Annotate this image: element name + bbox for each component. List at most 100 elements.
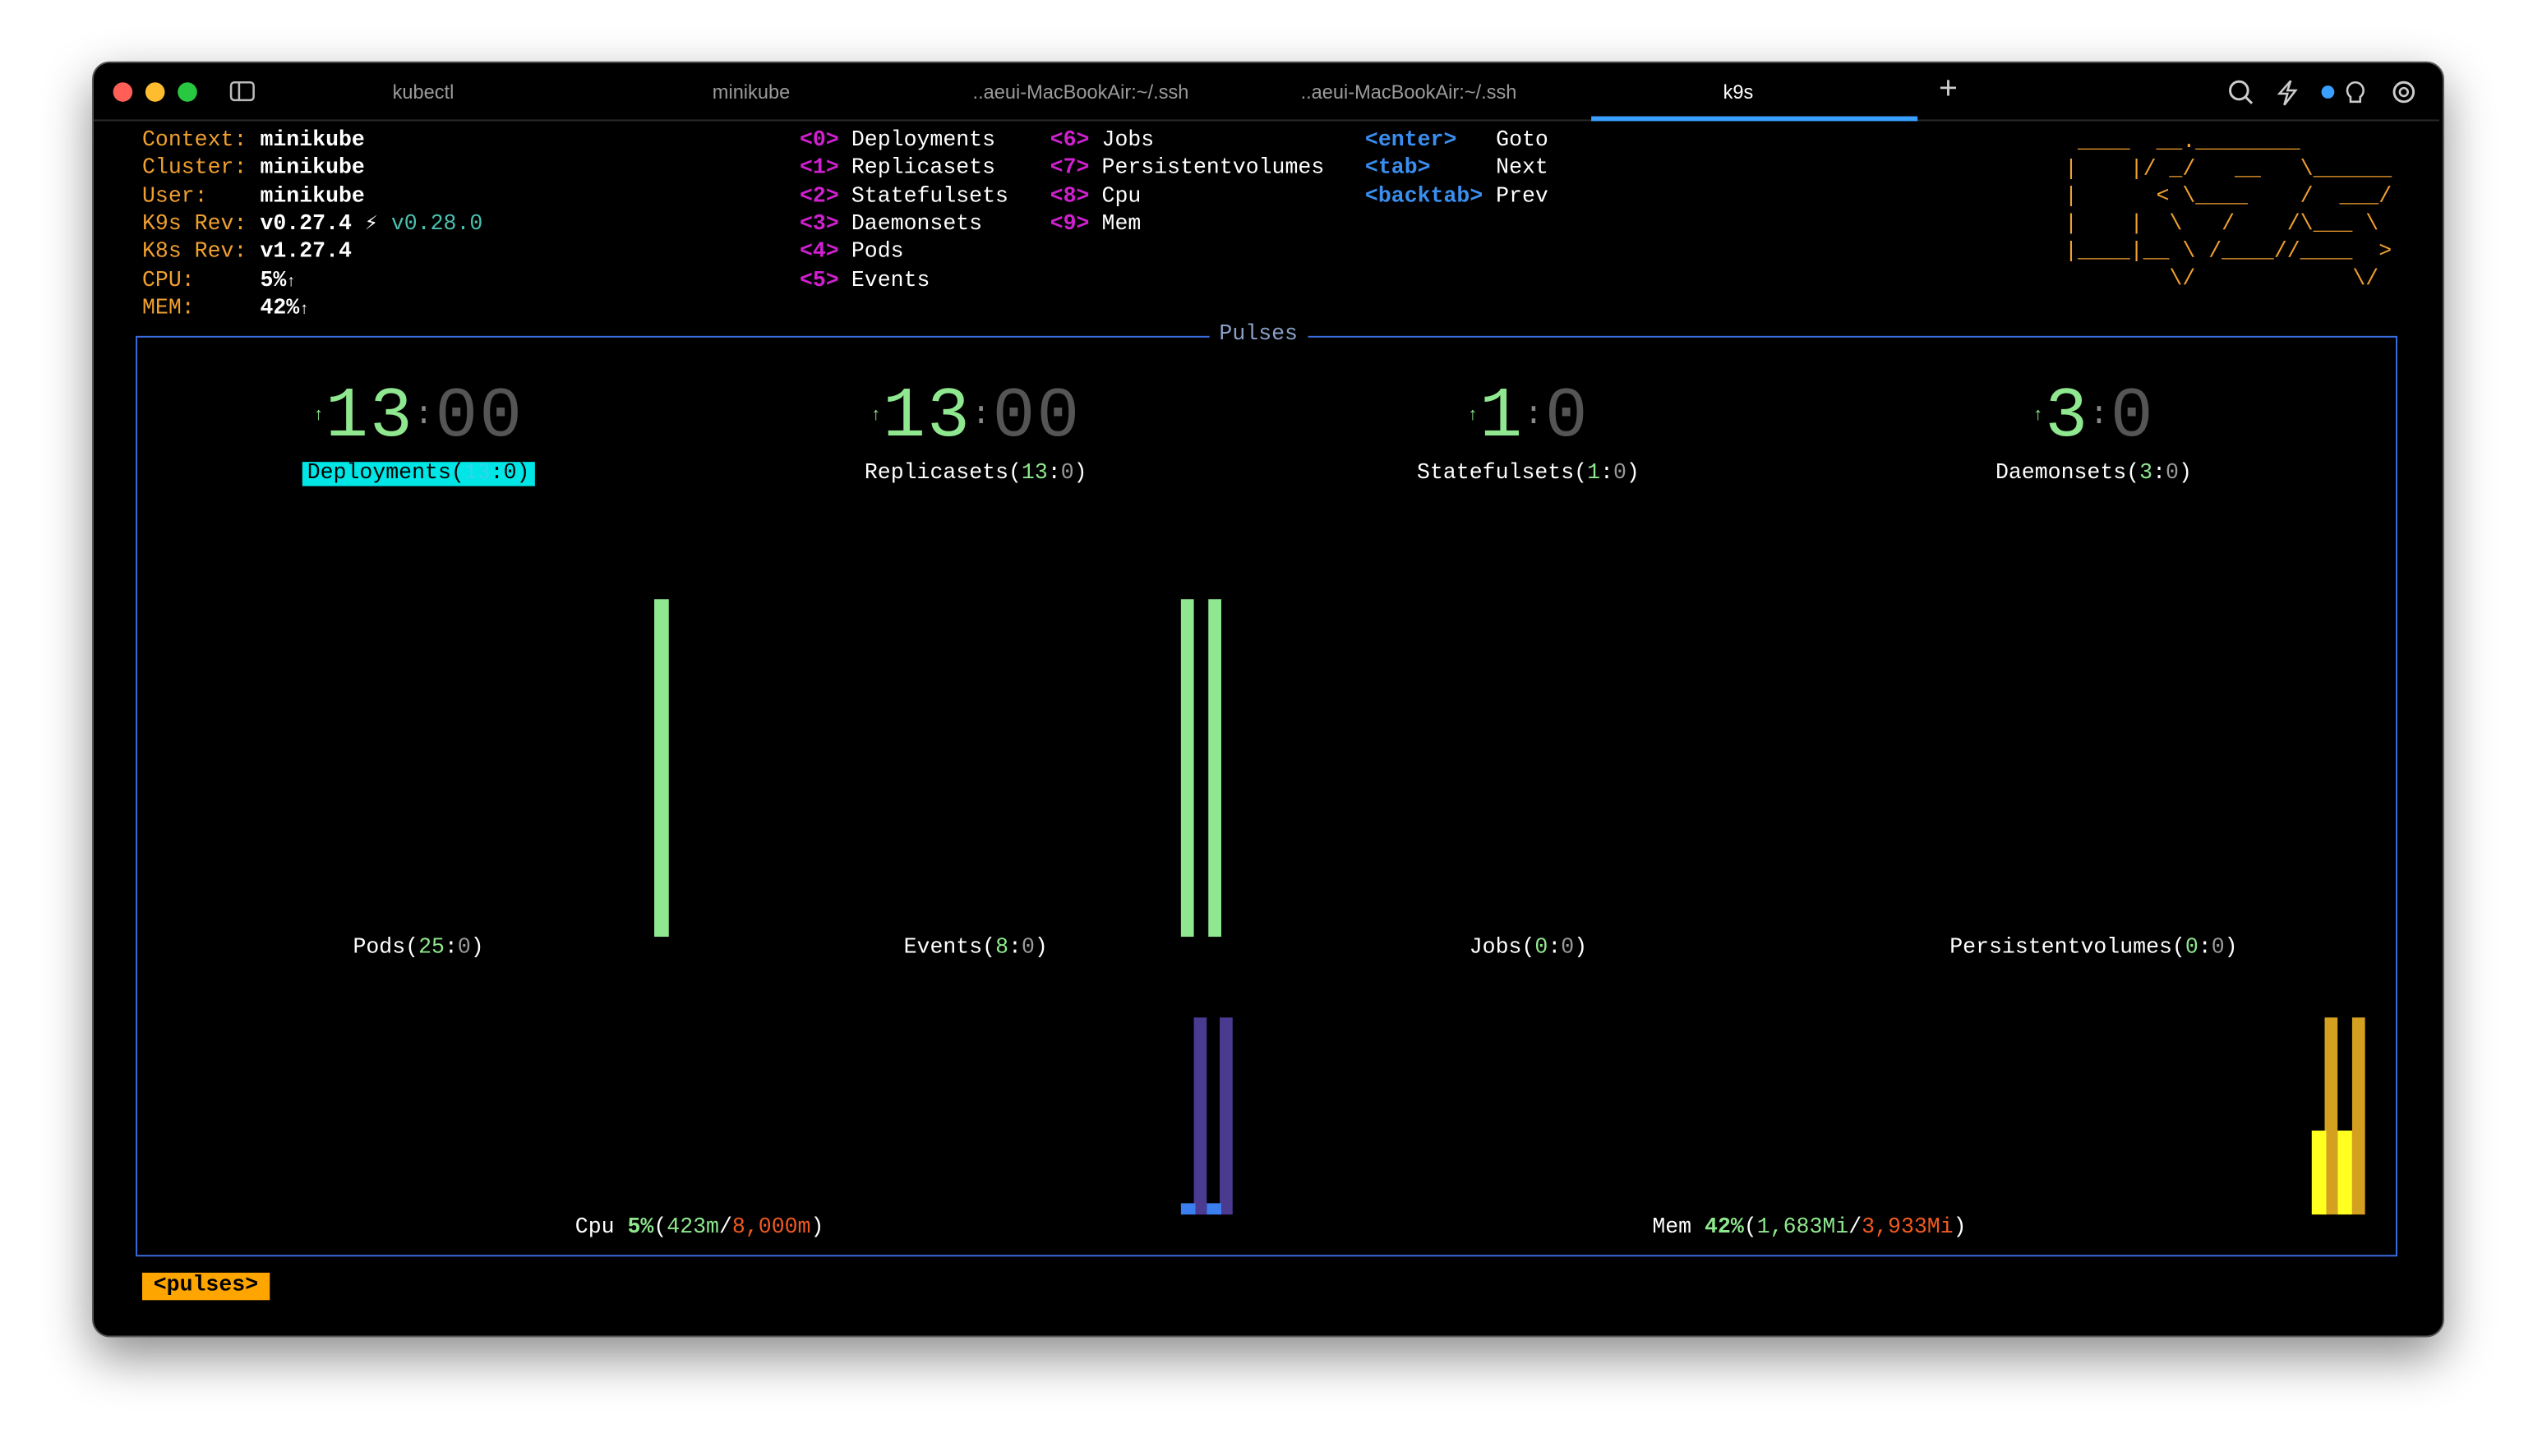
- label-part: :: [490, 462, 504, 486]
- label-part: 8,000m: [731, 1216, 811, 1241]
- label-part: :: [2198, 937, 2212, 961]
- panel-label: Cpu 5%(423m/8,000m): [575, 1216, 824, 1240]
- menu-item: Replicasets: [851, 157, 996, 182]
- mem-usage-bar: [2311, 1130, 2327, 1215]
- label-part: ): [810, 1216, 824, 1241]
- separator: :: [1524, 397, 1545, 435]
- menu-item: Daemonsets: [851, 213, 983, 237]
- separator: :: [2089, 397, 2111, 435]
- menu-item: Statefulsets: [851, 185, 1008, 210]
- info-label: K9s Rev:: [141, 213, 247, 237]
- logo-line: \/ \/: [2065, 268, 2392, 293]
- ok-count: 1: [1479, 377, 1525, 458]
- label-part: 0: [503, 462, 517, 486]
- label-part: 0: [1534, 937, 1548, 961]
- menu-key: <2>: [799, 185, 839, 210]
- fault-count: 0: [2110, 377, 2155, 458]
- label-part: ): [1626, 462, 1640, 486]
- menu-key: <3>: [799, 213, 839, 237]
- ok-count: 13: [325, 377, 414, 458]
- info-value: minikube: [260, 127, 364, 155]
- panel-label: Mem 42%(1,683Mi/3,933Mi): [1652, 1216, 1966, 1240]
- hotkey: <enter>: [1364, 129, 1457, 154]
- label-part: 25: [418, 937, 445, 961]
- hotkey: <backtab>: [1364, 185, 1483, 210]
- cpu-limit-bar: [1220, 1017, 1233, 1215]
- fault-count: 00: [992, 377, 1082, 458]
- label-part: Events(: [903, 937, 996, 961]
- menu-item: Jobs: [1101, 129, 1155, 154]
- menu-item: Mem: [1101, 213, 1142, 237]
- label-part: ): [470, 937, 484, 961]
- info-label: K8s Rev:: [141, 241, 247, 265]
- terminal-window: [92, 61, 2444, 1338]
- info-value: minikube: [260, 155, 364, 183]
- panel-label: Jobs(0:0): [1470, 937, 1587, 961]
- menu-key: <4>: [799, 241, 839, 265]
- fault-count: 00: [435, 377, 524, 458]
- label-part: 423m: [667, 1216, 719, 1241]
- hotkey-action: Next: [1496, 157, 1548, 182]
- label-part: Pods(: [353, 937, 419, 961]
- tab[interactable]: k9s: [1723, 81, 1754, 104]
- hotkey: <tab>: [1364, 157, 1431, 182]
- label-part: 3,933Mi: [1862, 1216, 1954, 1241]
- upgrade-icon: ⚡: [364, 213, 378, 237]
- info-value-text: 5%: [260, 269, 287, 293]
- label-part: 0: [1613, 462, 1626, 486]
- panel-label: Pods(25:0): [353, 937, 483, 961]
- events-bar: [1208, 599, 1221, 938]
- info-label: CPU:: [141, 269, 195, 293]
- info-label: MEM:: [141, 297, 195, 321]
- cpu-limit-bar: [1193, 1017, 1207, 1215]
- cpu-usage-bar: [1180, 1203, 1196, 1215]
- label-part: :: [2152, 462, 2166, 486]
- gauge-digits: ↑13:00: [313, 376, 524, 458]
- info-value-text: minikube: [260, 157, 365, 182]
- logo-line: | < \____ / ___/: [2065, 186, 2392, 210]
- new-tab-button[interactable]: +: [1939, 71, 1958, 107]
- trend-arrow: ↑: [870, 407, 884, 426]
- menu-key: <1>: [799, 157, 839, 182]
- label-part: ): [1953, 1216, 1967, 1241]
- label-part: 1: [1587, 462, 1601, 486]
- cpu-usage-bar: [1207, 1203, 1221, 1215]
- label-part: Cpu: [574, 1216, 628, 1241]
- label-part: Replicasets(: [864, 462, 1022, 486]
- label-part: Deployments(: [307, 462, 464, 486]
- logo-line: | | \ / /\___ \: [2065, 213, 2392, 237]
- label-part: :: [1548, 937, 1562, 961]
- menu-key: <6>: [1050, 129, 1090, 154]
- toolbar-icons[interactable]: [2226, 77, 2420, 106]
- label-part: :: [1600, 462, 1613, 486]
- tab[interactable]: kubectl: [392, 81, 454, 104]
- menu-key: <5>: [799, 269, 839, 293]
- info-value: minikube: [260, 183, 364, 211]
- hotkey-action: Prev: [1496, 185, 1548, 210]
- ok-count: 13: [883, 377, 971, 458]
- tab[interactable]: minikube: [712, 81, 791, 104]
- info-label: Cluster:: [141, 157, 247, 182]
- mem-limit-bar: [2324, 1017, 2338, 1215]
- menu-key: <0>: [799, 129, 839, 154]
- zoom-button[interactable]: [178, 82, 197, 102]
- gauge-digits: ↑1:0: [1467, 376, 1589, 458]
- label-part: ): [2224, 937, 2238, 961]
- close-button[interactable]: [113, 82, 133, 102]
- minimize-button[interactable]: [145, 82, 165, 102]
- events-bar: [1180, 599, 1194, 938]
- tab[interactable]: ..aeui-MacBookAir:~/.ssh: [1300, 81, 1517, 104]
- panel-label: Persistentvolumes(0:0): [1949, 937, 2237, 961]
- trend-arrow: ↑: [2032, 407, 2046, 426]
- fault-count: 0: [1544, 377, 1589, 458]
- ok-count: 3: [2045, 377, 2090, 458]
- menu-item: Deployments: [851, 129, 996, 154]
- info-value-text: minikube: [260, 129, 365, 154]
- hotkey-action: Goto: [1496, 129, 1548, 154]
- sidebar-icon[interactable]: [229, 81, 255, 104]
- logo-line: ____ __.________: [2065, 131, 2392, 155]
- panel-label: Events(8:0): [904, 937, 1048, 961]
- label-part: Jobs(: [1469, 937, 1535, 961]
- tab[interactable]: ..aeui-MacBookAir:~/.ssh: [972, 81, 1189, 104]
